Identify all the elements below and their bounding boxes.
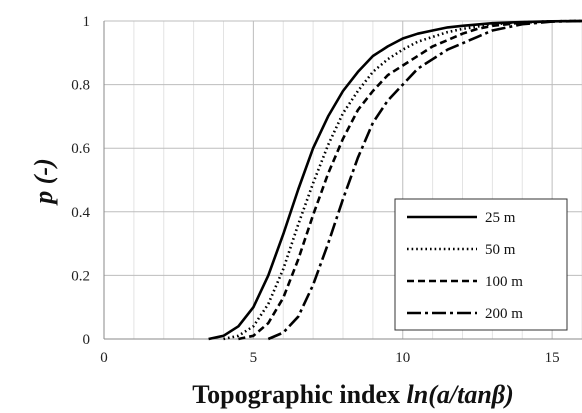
x-tick-labels: 0 5 10 15 (100, 350, 559, 366)
series-line-100-m (238, 19, 582, 341)
legend-box (394, 198, 568, 331)
legend-label: 100 m (485, 274, 523, 290)
y-tick-label: 1 (83, 14, 91, 30)
x-axis-label-italic: ln(a/tanβ) (407, 380, 514, 409)
series-line-25-m (208, 19, 582, 341)
legend: 25 m 50 m 100 m 200 m (394, 198, 568, 331)
x-tick-label: 0 (100, 350, 108, 366)
x-axis-label: Topographic index ln(a/tanβ) (192, 380, 514, 409)
legend-label: 200 m (485, 306, 523, 322)
series-layer (208, 19, 582, 341)
y-tick-label: 0.8 (71, 78, 90, 94)
y-tick-label: 0 (83, 332, 91, 348)
y-tick-labels: 0 0.2 0.4 0.6 0.8 1 (71, 14, 90, 348)
x-axis-label-prefix: Topographic index (192, 380, 406, 409)
series-line-200-m (267, 19, 582, 341)
x-tick-label: 15 (545, 350, 560, 366)
y-tick-label: 0.4 (71, 205, 90, 221)
legend-label: 50 m (485, 242, 516, 258)
plot-frame (103, 21, 582, 340)
y-axis-label: p (-) (29, 158, 58, 205)
x-tick-label: 10 (395, 350, 410, 366)
x-tick-label: 5 (250, 350, 258, 366)
y-tick-label: 0.6 (71, 141, 90, 157)
legend-label: 25 m (485, 210, 516, 226)
y-tick-label: 0.2 (71, 268, 90, 284)
